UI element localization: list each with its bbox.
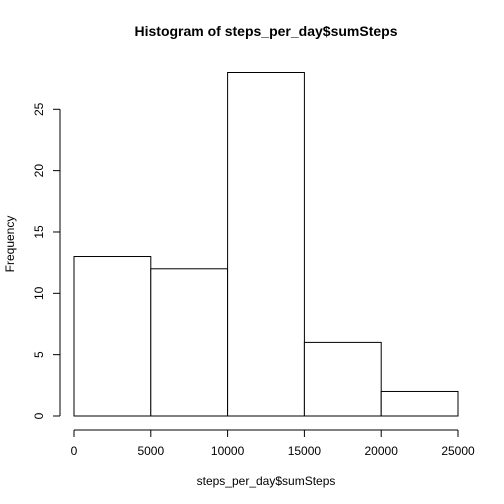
histogram-bar-2 [150,268,229,417]
x-tick-label: 10000 [211,444,245,458]
y-tick-label: 0 [32,412,46,419]
y-tick-label: 5 [32,351,46,358]
x-tick-label: 15000 [288,444,322,458]
x-axis: 0 5000 10000 15000 20000 25000 [71,429,475,458]
x-axis-label: steps_per_day$sumSteps [197,474,336,488]
histogram-bar-4 [303,341,382,417]
y-tick-label: 15 [32,225,46,239]
histogram-bar-1 [73,256,152,417]
bars-layer [73,72,459,417]
y-tick-label: 20 [32,164,46,178]
y-axis-label: Frequency [3,216,17,273]
y-tick-label: 25 [32,102,46,116]
histogram-bar-5 [380,390,459,417]
x-tick-label: 0 [71,444,78,458]
histogram-bar-3 [227,72,305,417]
x-tick-label: 5000 [137,444,164,458]
x-tick-label: 25000 [441,444,475,458]
x-tick-label: 20000 [365,444,399,458]
y-tick-label: 10 [32,286,46,300]
chart-title: Histogram of steps_per_day$sumSteps [135,23,398,39]
y-axis: 0 5 10 15 20 25 [32,102,61,419]
